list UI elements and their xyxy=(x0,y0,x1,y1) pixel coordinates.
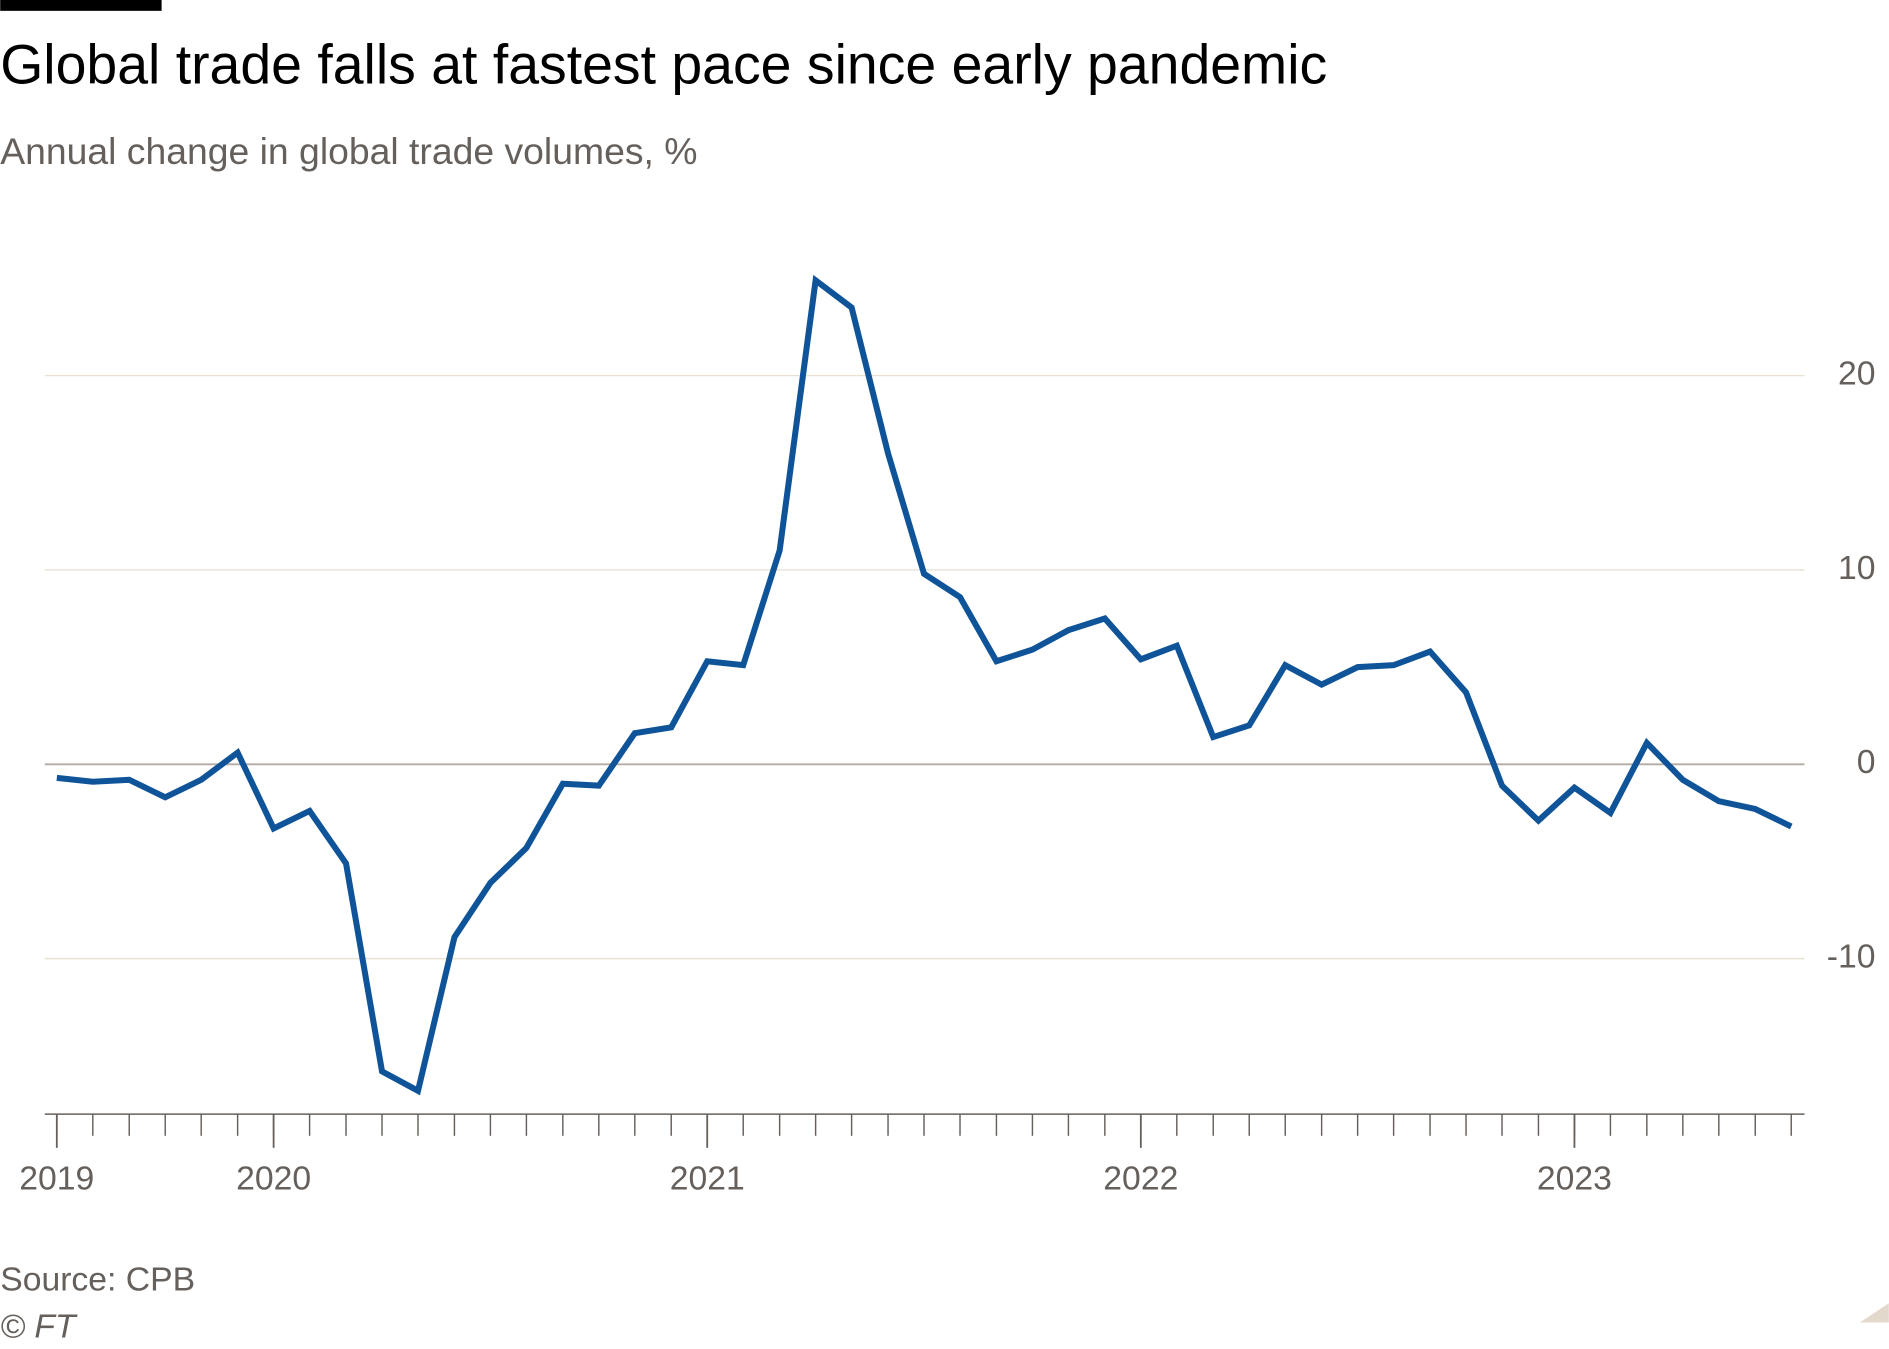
y-tick-label: -10 xyxy=(1827,938,1876,976)
x-tick-label: 2021 xyxy=(670,1159,745,1197)
x-tick-label: 2023 xyxy=(1537,1159,1612,1197)
chart-subtitle: Annual change in global trade volumes, % xyxy=(0,130,697,172)
credit: © FT xyxy=(0,1307,78,1345)
chart-title: Global trade falls at fastest pace since… xyxy=(0,33,1327,95)
y-tick-label: 10 xyxy=(1838,549,1876,587)
x-tick-label: 2019 xyxy=(19,1159,94,1197)
y-tick-label: 0 xyxy=(1857,743,1876,781)
x-tick-label: 2022 xyxy=(1103,1159,1178,1197)
y-tick-label: 20 xyxy=(1838,354,1876,392)
data-line xyxy=(56,274,1793,1096)
corner-mark xyxy=(1859,1303,1889,1323)
x-tick-label: 2020 xyxy=(236,1159,311,1197)
source-note: Source: CPB xyxy=(0,1260,195,1298)
brand-bar xyxy=(0,0,162,11)
